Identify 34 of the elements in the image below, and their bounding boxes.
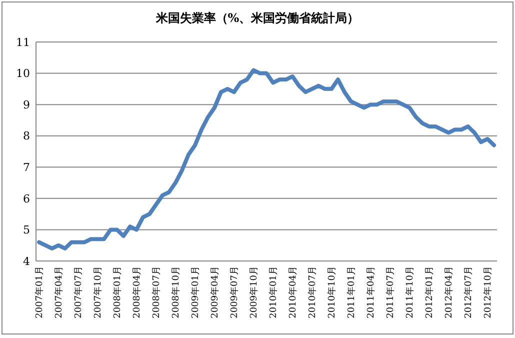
x-tick-label: 2008年01月 [112,266,124,318]
y-tick-label: 6 [23,192,30,206]
y-tick-label: 7 [23,160,30,174]
line-series [37,68,496,250]
x-tick-label: 2007年04月 [54,266,65,318]
y-tick-label: 8 [23,130,30,143]
x-tick-label: 2011年10月 [404,266,416,318]
x-tick-label: 2011年04月 [366,266,377,318]
x-tick-label: 2009年07月 [229,266,240,318]
x-tick-label: 2009年01月 [190,266,202,318]
x-tick-label: 2007年01月 [34,266,46,318]
x-tick-label: 2012年10月 [482,266,494,318]
x-tick-label: 2010年10月 [326,266,338,318]
x-tick-label: 2009年10月 [248,266,260,318]
y-tick-label: 11 [16,36,30,49]
x-tick-label: 2007年10月 [92,266,104,318]
x-tick-label: 2012年04月 [444,266,455,318]
x-tick-label: 2010年04月 [288,266,299,318]
y-tick-label: 5 [23,224,30,237]
x-tick-label: 2010年01月 [268,266,280,318]
x-tick-label: 2009年04月 [210,266,221,318]
chart-title: 米国失業率（%、米国労働省統計局） [154,11,360,25]
y-tick-label: 4 [23,254,30,268]
x-tick-label: 2012年07月 [463,266,474,318]
y-tick-label: 9 [23,98,30,112]
x-tick-label: 2008年04月 [132,266,143,318]
x-tick-label: 2007年07月 [73,266,84,318]
x-tick-label: 2011年01月 [346,266,358,318]
x-tick-label: 2010年07月 [307,266,318,318]
x-tick-label: 2011年07月 [385,266,396,318]
x-tick-label: 2008年07月 [151,266,162,318]
y-tick-label: 10 [16,67,30,80]
x-tick-label: 2008年10月 [170,266,182,318]
x-tick-label: 2012年01月 [424,266,436,318]
